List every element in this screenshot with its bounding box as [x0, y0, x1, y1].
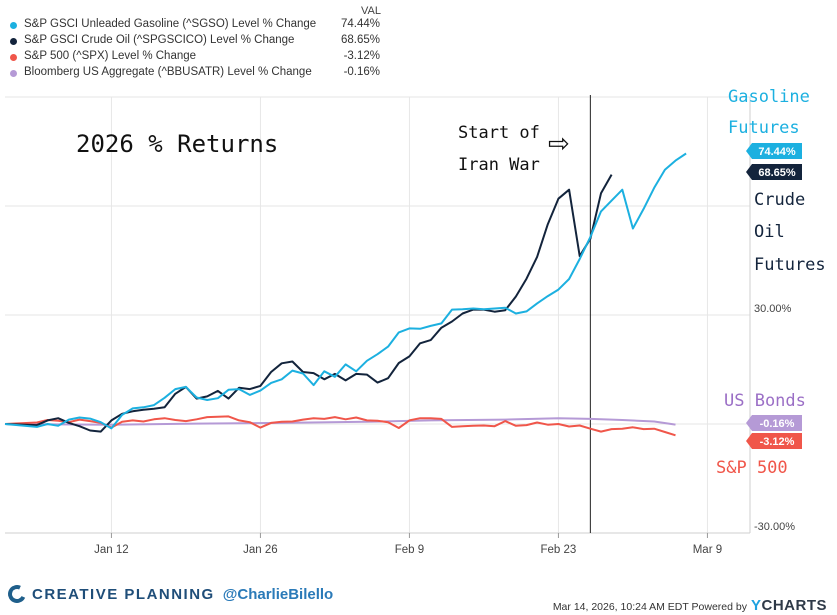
brand-name: CREATIVE PLANNING — [32, 585, 215, 603]
sp500-annotation: S&P 500 — [716, 458, 788, 478]
source-timestamp: Mar 14, 2026, 10:24 AM EDT Powered by — [552, 601, 747, 613]
end-label-tag — [746, 143, 802, 159]
ycharts-logo: YCHARTS — [750, 597, 827, 614]
legend-name: S&P GSCI Unleaded Gasoline (^SGSO) Level… — [24, 18, 317, 30]
y-tick-label: 30.00% — [754, 303, 792, 315]
x-tick-label: Jan 12 — [94, 544, 129, 556]
series-line-sp500 — [4, 415, 676, 437]
gasoline-annotation-line2: Futures — [728, 118, 800, 138]
end-label-bonds: -0.16% — [746, 415, 802, 431]
legend-name: Bloomberg US Aggregate (^BBUSATR) Level … — [24, 66, 312, 78]
series-line-crude — [4, 174, 613, 433]
legend-name: S&P GSCI Crude Oil (^SPGSCICO) Level % C… — [24, 34, 295, 46]
arrow-right-icon: ⇨ — [548, 128, 570, 158]
legend-dot-sp500 — [10, 54, 17, 61]
series-line-gasoline — [4, 152, 687, 430]
legend-item-crude: S&P GSCI Crude Oil (^SPGSCICO) Level % C… — [0, 34, 400, 49]
end-label-gasoline: 74.44% — [746, 143, 802, 159]
legend-item-bonds: Bloomberg US Aggregate (^BBUSATR) Level … — [0, 66, 400, 81]
end-label-tag — [746, 433, 802, 449]
crude-annotation-line3: Futures — [754, 255, 826, 275]
end-label-value: -3.12% — [760, 436, 795, 448]
legend-value: 68.65% — [340, 34, 380, 46]
creative-planning-logo-icon — [5, 582, 29, 606]
end-label-tag — [746, 415, 802, 431]
x-tick-label: Jan 26 — [243, 544, 278, 556]
legend-dot-crude — [10, 38, 17, 45]
brand-footer: CREATIVE PLANNING @CharlieBilello — [5, 582, 334, 606]
y-axis: -30.00% 30.00% — [754, 303, 795, 533]
x-axis: Jan 12 Jan 26 Feb 9 Feb 23 Mar 9 — [94, 533, 722, 556]
legend-value: 74.44% — [340, 18, 380, 30]
source-footer: Mar 14, 2026, 10:24 AM EDT Powered by YC… — [553, 597, 827, 614]
legend-item-sp500: S&P 500 (^SPX) Level % Change -3.12% — [0, 50, 400, 65]
end-label-tag — [746, 164, 802, 180]
legend-name: S&P 500 (^SPX) Level % Change — [24, 50, 197, 62]
gasoline-annotation-line1: Gasoline — [728, 87, 810, 107]
end-label-value: -0.16% — [760, 418, 795, 430]
grid — [5, 96, 751, 534]
legend-item-gasoline: S&P GSCI Unleaded Gasoline (^SGSO) Level… — [0, 18, 400, 33]
author-handle: @CharlieBilello — [222, 585, 334, 603]
end-label-value: 68.65% — [758, 167, 796, 179]
x-tick-label: Feb 9 — [395, 544, 424, 556]
legend-value: -3.12% — [343, 50, 380, 62]
legend-value: -0.16% — [343, 66, 380, 78]
crude-annotation-line1: Crude — [754, 190, 805, 210]
end-label-value: 74.44% — [758, 146, 796, 158]
series-layer — [4, 152, 687, 437]
bonds-annotation: US Bonds — [724, 391, 806, 411]
x-tick-label: Mar 9 — [693, 544, 722, 556]
series-line-bonds — [4, 417, 676, 426]
chart-title: 2026 % Returns — [76, 130, 278, 158]
end-label-sp500: -3.12% — [746, 433, 802, 449]
x-tick-label: Feb 23 — [541, 544, 577, 556]
war-label-line1: Start of — [458, 123, 540, 143]
y-tick-label: -30.00% — [754, 521, 795, 533]
legend-dot-gasoline — [10, 22, 17, 29]
war-label-line2: Iran War — [458, 155, 540, 175]
legend-header: VAL — [361, 5, 381, 17]
legend-dot-bonds — [10, 70, 17, 77]
end-labels: 74.44% 68.65% -3.12% -0.16% — [746, 143, 802, 449]
end-label-crude: 68.65% — [746, 164, 802, 180]
crude-annotation-line2: Oil — [754, 222, 785, 242]
